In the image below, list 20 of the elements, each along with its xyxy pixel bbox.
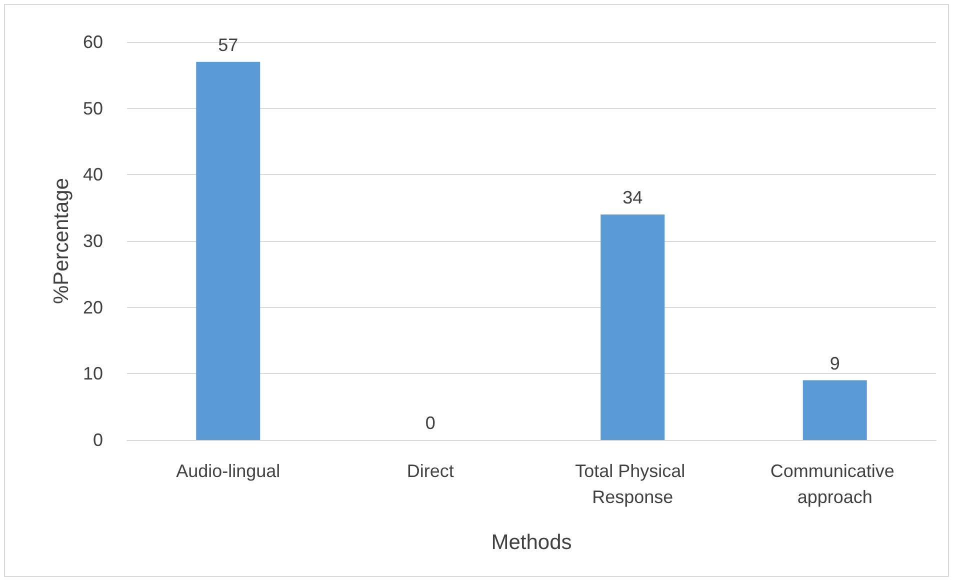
bar: [802, 380, 867, 440]
x-axis-title: Methods: [491, 531, 572, 554]
y-tick-label: 50: [82, 98, 103, 118]
x-tick-label: Total Physical Response: [575, 461, 690, 507]
y-tick-label: 60: [82, 32, 103, 52]
y-tick-label: 40: [82, 164, 103, 185]
y-axis-title: %Percentage: [50, 178, 73, 304]
y-tick-label: 20: [82, 297, 103, 318]
y-tick-label: 10: [82, 364, 103, 384]
x-tick-label: Communicative approach: [770, 461, 900, 507]
data-label: 0: [425, 413, 436, 433]
data-label: 34: [622, 187, 643, 208]
x-tick-label: Direct: [406, 461, 454, 481]
y-tick-label: 30: [82, 231, 103, 251]
data-label: 9: [830, 353, 840, 374]
data-label: 57: [218, 34, 238, 55]
bar: [196, 62, 260, 440]
bar: [600, 214, 665, 440]
x-tick-label: Audio-lingual: [176, 461, 280, 481]
y-tick-label: 0: [92, 430, 103, 450]
